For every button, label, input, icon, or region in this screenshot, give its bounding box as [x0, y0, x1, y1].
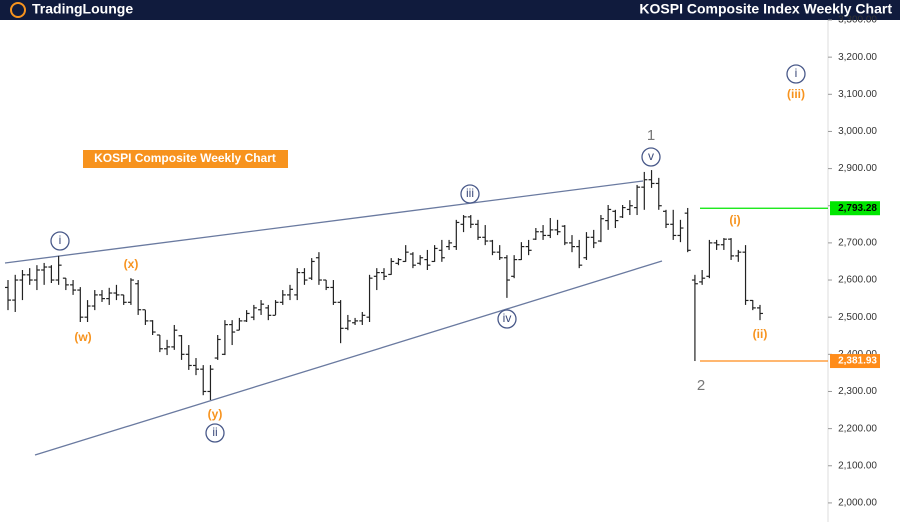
y-tick-label: 2,900.00: [838, 163, 877, 174]
wave-label: i: [59, 233, 62, 247]
header-title: KOSPI Composite Index Weekly Chart: [639, 1, 892, 17]
wave-label: iii: [466, 186, 474, 200]
wave-label: (iii): [787, 87, 805, 101]
header-bar: [0, 0, 900, 20]
wave-label: (ii): [753, 327, 768, 341]
level-label: 2,381.93: [838, 356, 877, 367]
wave-label: (y): [208, 407, 223, 421]
wave-label: ii: [212, 425, 217, 439]
wave-label: v: [648, 149, 654, 163]
level-box: [830, 201, 880, 216]
y-tick-label: 3,100.00: [838, 89, 877, 100]
wave-circle: [786, 64, 806, 84]
y-tick-label: 2,600.00: [838, 275, 877, 286]
y-tick-label: 2,000.00: [838, 498, 877, 509]
y-tick-label: 2,500.00: [838, 312, 877, 323]
y-tick-label: 2,300.00: [838, 386, 877, 397]
logo-icon: [10, 2, 26, 18]
lower-trendline: [34, 260, 663, 456]
level-label: 2,793.28: [838, 203, 877, 214]
level-box: [830, 354, 880, 369]
upper-trendline: [4, 180, 644, 264]
y-tick-label: 3,200.00: [838, 52, 877, 63]
chart-title-box: [83, 150, 288, 168]
wave-label: 1: [647, 127, 655, 144]
y-tick-label: 2,200.00: [838, 423, 877, 434]
wave-label: i: [795, 66, 798, 80]
wave-circle: [497, 309, 517, 329]
wave-label: iv: [503, 311, 512, 325]
wave-labels: i (x) (w) (y) ii iii iv 1 v 2 (i) (ii) i…: [50, 64, 806, 443]
wave-circle: [641, 147, 661, 167]
wave-circle: [50, 231, 70, 251]
logo: TradingLounge: [32, 1, 133, 17]
chart-title: KOSPI Composite Weekly Chart: [94, 151, 276, 165]
wave-label: (w): [74, 330, 91, 344]
y-tick-label: 2,100.00: [838, 460, 877, 471]
wave-label: (x): [124, 257, 139, 271]
wave-circle: [205, 423, 225, 443]
wave-label: (i): [729, 213, 740, 227]
y-tick-label: 3,300.00: [838, 15, 877, 26]
wave-label: 2: [697, 377, 705, 394]
y-tick-label: 3,000.00: [838, 126, 877, 137]
y-tick-label: 2,700.00: [838, 238, 877, 249]
wave-circle: [460, 184, 480, 204]
